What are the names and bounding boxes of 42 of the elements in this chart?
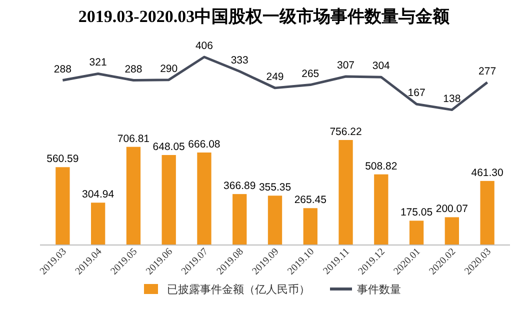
bar bbox=[232, 194, 247, 245]
bar bbox=[162, 155, 176, 245]
bar bbox=[374, 174, 388, 245]
bar bbox=[303, 208, 318, 245]
bar bbox=[126, 146, 141, 245]
data-label: 290 bbox=[160, 62, 178, 75]
bar bbox=[91, 202, 106, 245]
data-label: 366.89 bbox=[224, 180, 256, 192]
data-label: 406 bbox=[195, 40, 214, 52]
data-label: 288 bbox=[124, 63, 142, 76]
data-label: 138 bbox=[443, 92, 461, 105]
data-label: 648.05 bbox=[152, 141, 186, 154]
data-label: 200.07 bbox=[436, 203, 468, 216]
data-label: 277 bbox=[478, 65, 496, 78]
data-label: 167 bbox=[408, 87, 426, 100]
data-label: 355.35 bbox=[258, 182, 292, 194]
bar bbox=[338, 140, 353, 245]
data-label: 307 bbox=[337, 60, 355, 72]
legend-label: 事件数量 bbox=[357, 283, 401, 296]
data-label: 304 bbox=[372, 60, 390, 72]
data-label: 265 bbox=[302, 68, 320, 80]
data-label: 333 bbox=[230, 54, 249, 66]
data-label: 265.45 bbox=[294, 194, 327, 206]
data-label: 756.22 bbox=[330, 126, 362, 138]
data-label: 288 bbox=[54, 63, 72, 76]
data-label: 508.82 bbox=[365, 160, 398, 172]
data-label: 461.30 bbox=[471, 166, 504, 179]
data-label: 249 bbox=[266, 70, 284, 83]
data-label: 304.94 bbox=[82, 188, 114, 201]
data-label: 706.81 bbox=[117, 132, 150, 145]
bar bbox=[480, 180, 494, 245]
bar bbox=[444, 217, 459, 245]
data-label: 175.05 bbox=[400, 206, 433, 219]
data-label: 666.08 bbox=[188, 138, 220, 151]
chart-title: 2019.03-2020.03中国股权一级市场事件数量与金额 bbox=[78, 7, 451, 26]
data-label: 321 bbox=[89, 56, 107, 69]
bar bbox=[268, 196, 282, 245]
legend-label: 已披露事件金额（亿人民币） bbox=[167, 283, 310, 296]
data-label: 560.59 bbox=[46, 153, 79, 166]
bar bbox=[409, 220, 424, 245]
bar bbox=[197, 152, 212, 245]
bar bbox=[56, 167, 70, 245]
